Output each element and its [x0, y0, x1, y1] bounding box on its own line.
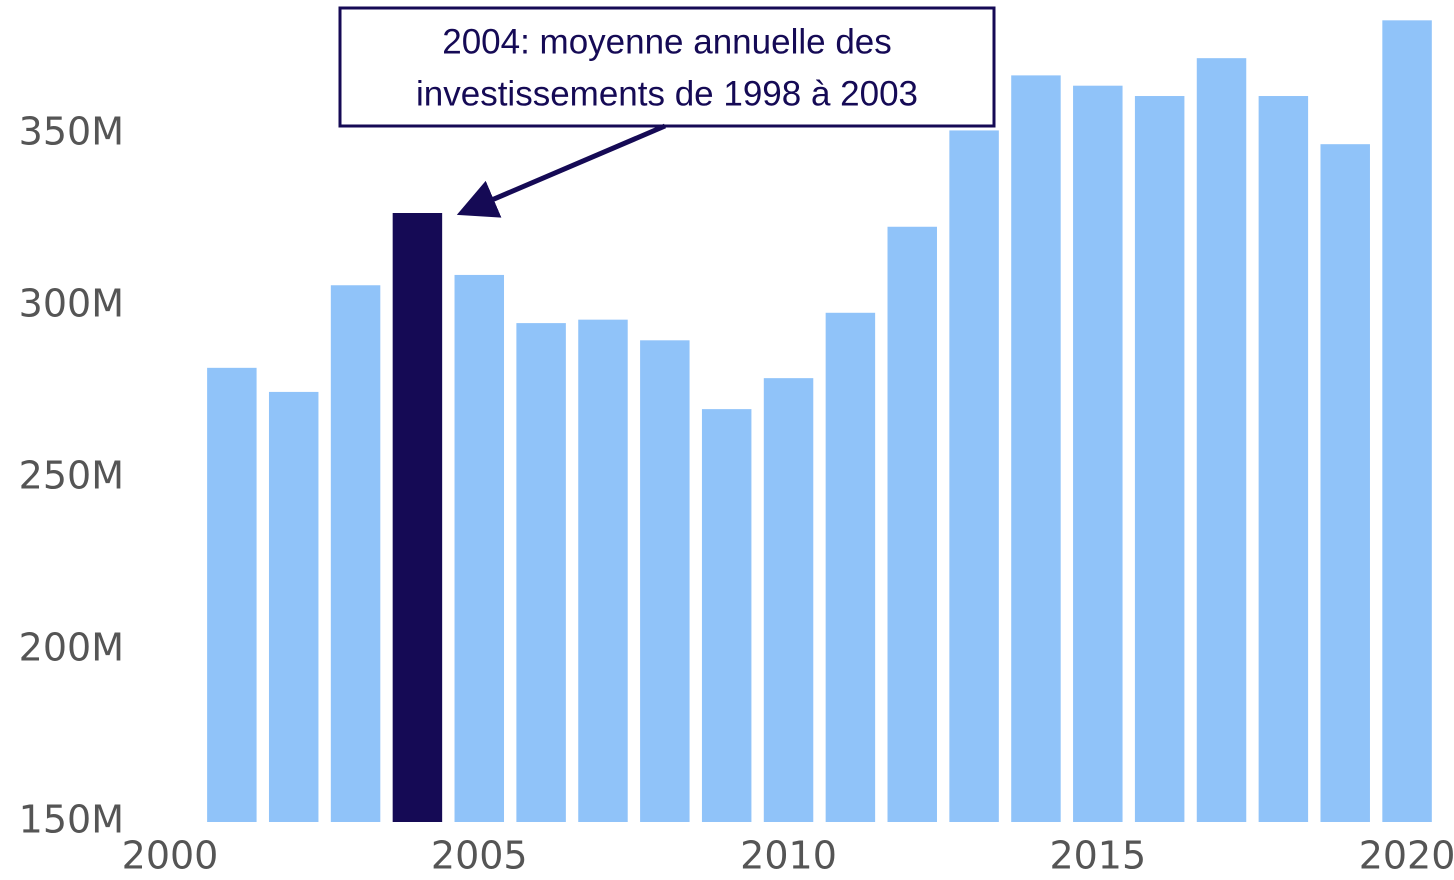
bar	[454, 274, 505, 822]
y-tick-label: 350M	[19, 109, 124, 153]
bar	[1134, 96, 1185, 822]
bar	[1011, 75, 1061, 823]
y-tick-label: 250M	[19, 453, 124, 497]
bar	[1073, 85, 1123, 822]
bar	[516, 323, 566, 822]
x-tick-label: 2020	[1359, 834, 1454, 878]
bar	[949, 130, 999, 823]
bar	[1320, 144, 1370, 822]
bar	[640, 340, 690, 822]
x-tick-label: 2015	[1049, 834, 1146, 878]
bar	[1382, 20, 1432, 823]
annotation-line: investissements de 1998 à 2003	[416, 74, 918, 113]
bar	[1196, 58, 1247, 822]
bar	[887, 226, 937, 823]
bar	[330, 285, 381, 822]
bar	[392, 213, 443, 822]
y-tick-label: 150M	[19, 798, 124, 842]
x-tick-label: 2005	[431, 834, 528, 878]
bar	[701, 409, 752, 822]
bar	[578, 319, 628, 822]
bar	[268, 391, 319, 822]
annotation-box	[338, 6, 996, 128]
annotation-arrow	[456, 123, 666, 218]
annotation-line: 2004: moyenne annuelle des	[442, 22, 892, 61]
x-tick-label: 2000	[122, 834, 219, 878]
x-tick-label: 2010	[740, 834, 837, 878]
bar	[763, 378, 814, 822]
bar	[825, 312, 876, 822]
bar	[207, 367, 257, 822]
y-tick-label: 200M	[19, 625, 124, 669]
bar	[1258, 96, 1309, 822]
y-tick-label: 300M	[19, 281, 124, 325]
